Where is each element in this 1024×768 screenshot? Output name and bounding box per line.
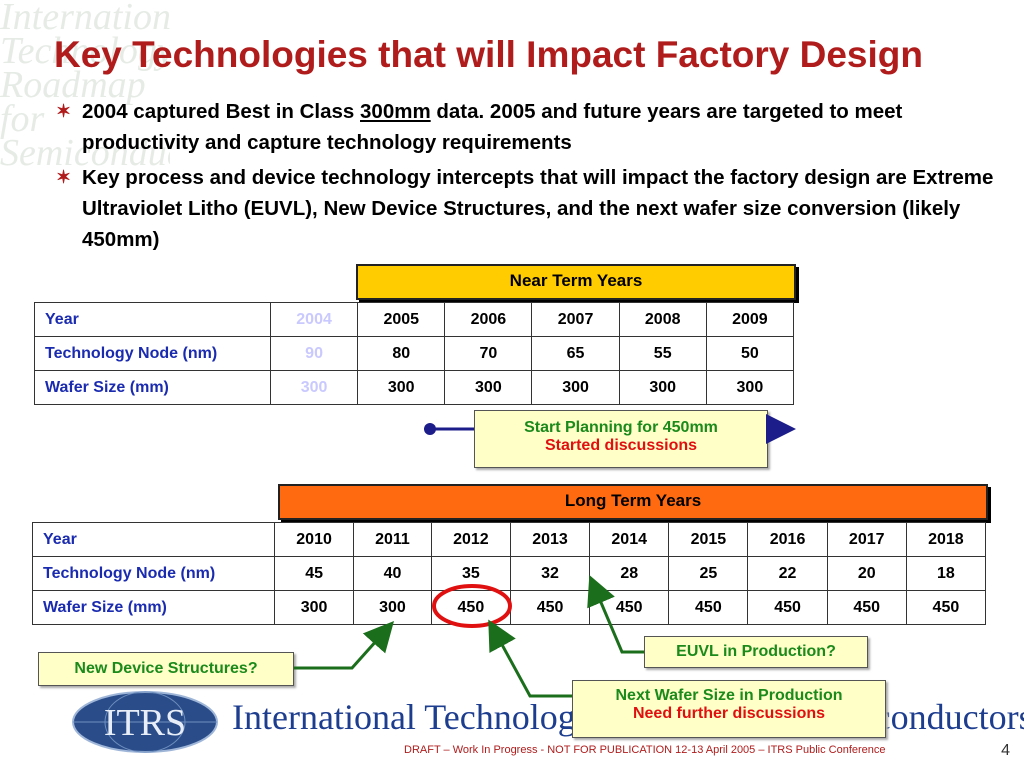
table-cell: 450 — [747, 590, 828, 625]
table-cell: 450 — [668, 590, 749, 625]
table-row: Year 2004 2005 2006 2007 2008 2009 — [34, 302, 795, 337]
star-bullet-icon: ✶ — [56, 101, 72, 121]
row-label-technology-node: Technology Node (nm) — [34, 336, 271, 371]
table-cell: 2016 — [747, 522, 828, 557]
bullet-text: 2004 captured Best in Class 300mm data. … — [82, 100, 903, 154]
underlined-term: 300mm — [360, 100, 431, 123]
callout-text: Start Planning for 450mm — [524, 419, 718, 436]
row-label-wafer-size: Wafer Size (mm) — [32, 590, 275, 625]
row-label-year: Year — [34, 302, 271, 337]
bullet-item: ✶ 2004 captured Best in Class 300mm data… — [56, 96, 996, 158]
table-cell: 2013 — [509, 522, 591, 557]
table-cell: 18 — [905, 556, 987, 591]
table-cell: 300 — [531, 370, 620, 405]
table-cell: 50 — [705, 336, 795, 371]
table-cell: 450 — [905, 590, 987, 625]
table-row: Wafer Size (mm) 300 300 300 300 300 300 — [34, 370, 795, 405]
near-term-table: Year 2004 2005 2006 2007 2008 2009 Technology… — [34, 302, 795, 405]
near-term-header: Near Term Years — [356, 264, 796, 300]
table-cell: 2014 — [589, 522, 670, 557]
bullet-item: ✶ Key process and device technology inte… — [56, 162, 996, 255]
new-device-connector — [294, 621, 395, 670]
row-label-technology-node: Technology Node (nm) — [32, 556, 275, 591]
table-cell: 450 — [826, 590, 907, 625]
highlight-circle — [432, 584, 512, 628]
table-cell: 70 — [444, 336, 533, 371]
table-cell: 300 — [618, 370, 707, 405]
table-cell: 2009 — [705, 302, 795, 337]
next-wafer-callout: Next Wafer Size in Production Need furth… — [572, 680, 886, 738]
watermark: International Technology Roadmap for Sem… — [0, 0, 170, 174]
callout-subtext: Need further discussions — [632, 705, 826, 722]
table-cell: 300 — [357, 370, 446, 405]
table-cell: 80 — [357, 336, 446, 371]
table-cell: 2007 — [531, 302, 620, 337]
table-cell: 450 — [509, 590, 591, 625]
callout-text: Next Wafer Size in Production — [615, 687, 843, 704]
long-term-table: Year 2010 2011 2012 2013 2014 2015 2016 2017 201… — [32, 522, 987, 625]
table-cell: 2006 — [444, 302, 533, 337]
table-cell: 65 — [531, 336, 620, 371]
start-planning-callout: Start Planning for 450mm Started discuss… — [474, 410, 768, 468]
page-number: 4 — [1001, 742, 1010, 759]
euvl-connector — [587, 574, 644, 654]
table-cell: 300 — [444, 370, 533, 405]
table-cell: 2005 — [357, 302, 446, 337]
table-cell: 2008 — [618, 302, 707, 337]
next-wafer-connector — [488, 619, 572, 698]
table-cell: 300 — [273, 590, 355, 625]
bullet-list: ✶ 2004 captured Best in Class 300mm data… — [56, 96, 996, 259]
svg-text:ITRS: ITRS — [104, 702, 186, 744]
table-cell: 25 — [668, 556, 749, 591]
table-row: Technology Node (nm) 90 80 70 65 55 50 — [34, 336, 795, 371]
table-cell: 2018 — [905, 522, 987, 557]
table-row: Technology Node (nm) 45 40 35 32 28 25 22 20 18 — [32, 556, 987, 591]
table-cell: 45 — [273, 556, 355, 591]
star-bullet-icon: ✶ — [56, 167, 72, 187]
row-label-year: Year — [32, 522, 275, 557]
footer-text: DRAFT – Work In Progress - NOT FOR PUBLI… — [404, 744, 886, 756]
callout-subtext: Started discussions — [544, 437, 698, 454]
bullet-text: Key process and device technology interc… — [82, 166, 994, 251]
new-device-callout: New Device Structures? — [38, 652, 294, 686]
table-cell: 300 — [705, 370, 795, 405]
table-cell: 300 — [269, 370, 359, 405]
euvl-callout: EUVL in Production? — [644, 636, 868, 668]
long-term-header: Long Term Years — [278, 484, 988, 520]
itrs-globe-logo: ITRS — [72, 691, 218, 753]
slide-title: Key Technologies that will Impact Factor… — [54, 34, 923, 75]
table-cell: 32 — [509, 556, 591, 591]
